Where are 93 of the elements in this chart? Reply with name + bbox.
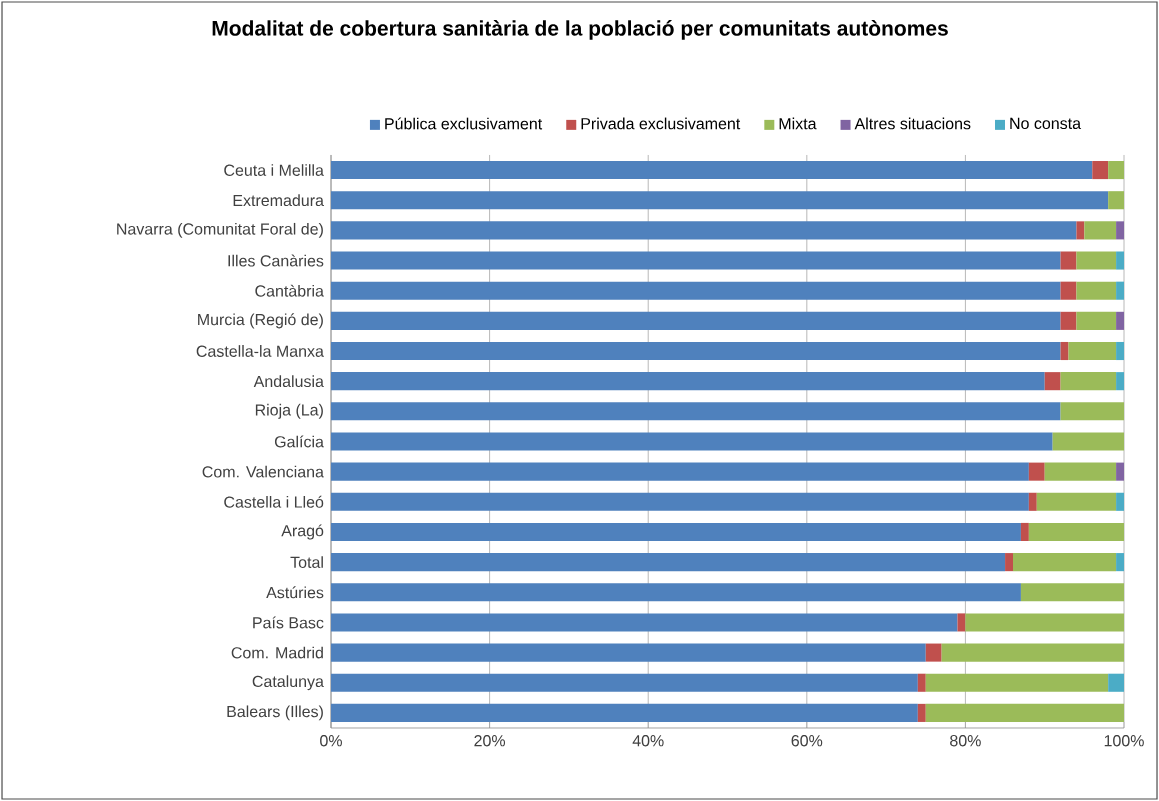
bar: [1108, 191, 1125, 210]
x-tick-label: 100%: [1104, 735, 1144, 747]
bar: [1020, 583, 1125, 602]
y-tick-label: Com. Madrid: [231, 646, 323, 659]
bar: [1052, 432, 1125, 451]
x-tick-label: 40%: [632, 735, 664, 747]
y-tick-label: Aragó: [281, 524, 324, 540]
bar: [331, 281, 1061, 300]
bar: [1116, 311, 1125, 330]
bar: [331, 311, 1061, 330]
bar: [925, 673, 1109, 692]
y-tick-label: Andalusia: [253, 375, 324, 388]
bar: [1005, 553, 1013, 572]
bar: [331, 161, 1093, 180]
bar: [331, 492, 1029, 511]
bar: [1116, 341, 1125, 361]
bar: [331, 462, 1029, 481]
bar: [925, 703, 1125, 722]
bar: [1116, 553, 1125, 572]
legend-label: Pública exclusivament: [385, 117, 543, 130]
legend-label: Mixta: [779, 117, 817, 130]
bar: [1060, 281, 1077, 300]
y-tick-label: País Basc: [253, 616, 324, 629]
bar: [1108, 673, 1125, 692]
y-tick-label: Rioja (La): [255, 403, 323, 419]
legend-label: Privada exclusivament: [581, 117, 741, 130]
bar: [1076, 281, 1117, 300]
bar: [1044, 372, 1061, 391]
bar: [331, 402, 1061, 421]
x-tick-label: 20%: [474, 735, 506, 747]
bar: [917, 673, 926, 692]
bar: [1028, 522, 1125, 542]
x-tick-label: 80%: [950, 735, 981, 747]
bar: [1060, 311, 1077, 330]
y-tick-label: Murcia (Regió de): [198, 313, 323, 329]
bar: [1092, 161, 1109, 180]
bar: [331, 673, 918, 692]
y-tick-label: Cantàbria: [255, 284, 324, 297]
y-tick-label: Illes Canàries: [228, 254, 324, 267]
bar: [1060, 402, 1125, 421]
y-tick-label: Castella-la Manxa: [196, 345, 324, 357]
y-tick-label: Galícia: [274, 435, 324, 448]
bar: [1068, 341, 1117, 361]
bar: [331, 613, 958, 632]
bar: [1116, 221, 1125, 240]
bar: [1028, 462, 1045, 481]
y-tick-label: Com. Valenciana: [202, 465, 324, 478]
x-tick-label: 60%: [791, 735, 823, 747]
bar: [331, 703, 918, 722]
y-tick-label: Castella i Lleó: [224, 495, 324, 508]
bar: [1116, 251, 1125, 270]
bar: [331, 251, 1061, 270]
y-tick-label: Navarra (Comunitat Foral de): [117, 222, 323, 238]
bar: [331, 221, 1077, 240]
legend-label: No consta: [1010, 117, 1082, 130]
y-tick-label: Ceuta i Melilla: [224, 164, 324, 176]
bar: [1028, 492, 1037, 511]
bar: [331, 191, 1109, 210]
bar: [1012, 553, 1117, 572]
bar: [917, 703, 926, 722]
bar: [1116, 492, 1125, 511]
bar: [331, 432, 1053, 451]
bar: [1084, 221, 1117, 240]
bar: [1076, 251, 1117, 270]
bar: [965, 613, 1125, 632]
bar: [1108, 161, 1125, 180]
bar: [1116, 281, 1125, 300]
y-tick-label: Astúries: [266, 586, 324, 599]
bar: [1116, 462, 1125, 481]
bar: [331, 583, 1021, 602]
y-tick-label: Catalunya: [252, 675, 324, 691]
bar: [957, 613, 966, 632]
chart-title: Modalitat de cobertura sanitària de la població per comunitats autònomes: [212, 20, 948, 40]
bar: [1060, 251, 1077, 270]
bar: [331, 372, 1045, 391]
bar: [331, 643, 926, 662]
legend-label: Altres situacions: [854, 117, 971, 130]
bar: [1020, 522, 1029, 542]
bar: [1060, 372, 1117, 391]
bar: [1076, 311, 1117, 330]
bar: [925, 643, 942, 662]
y-tick-label: Balears (Illes): [227, 705, 323, 721]
bar: [1116, 372, 1125, 391]
bar: [1036, 492, 1117, 511]
y-tick-label: Extremadura: [233, 194, 324, 207]
y-tick-label: Total: [290, 556, 323, 568]
x-tick-label: 0%: [320, 735, 342, 747]
bar: [1044, 462, 1117, 481]
bar: [331, 341, 1061, 361]
bar: [331, 522, 1021, 542]
bar: [941, 643, 1125, 662]
bar: [1076, 221, 1085, 240]
bar: [331, 553, 1006, 572]
